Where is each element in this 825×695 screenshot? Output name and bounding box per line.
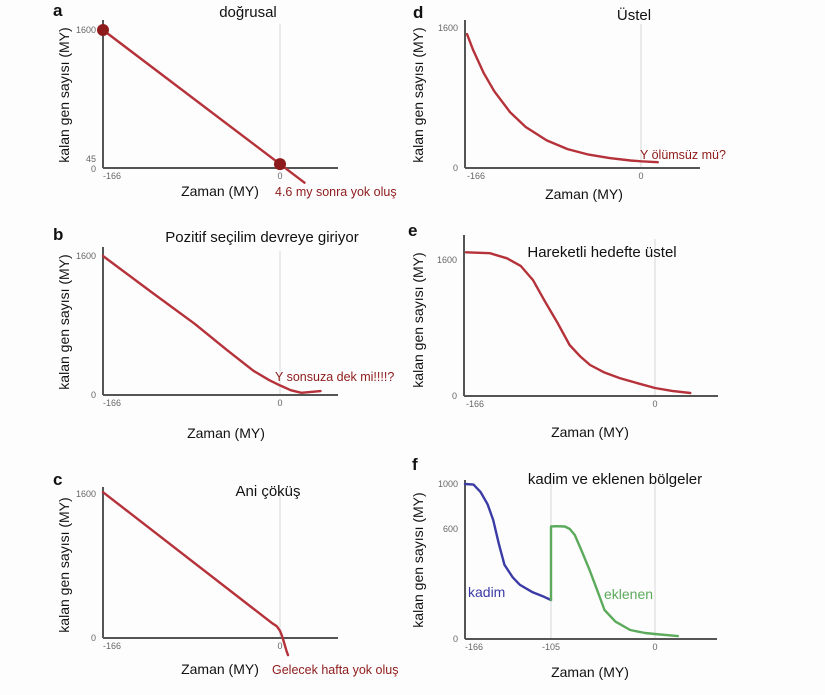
y-axis-label: kalan gen sayısı (MY) [56, 27, 72, 162]
x-tick-label: -166 [467, 171, 485, 181]
eklenen-line [549, 525, 679, 638]
y-axis-label: kalan gen sayısı (MY) [410, 492, 426, 627]
series-label-kadim: kadim [468, 584, 505, 600]
x-tick-label: 0 [652, 399, 657, 409]
annotation: Y ölümsüz mü? [640, 148, 726, 162]
y-axis-label: kalan gen sayısı (MY) [410, 27, 426, 162]
x-tick-label: -105 [542, 642, 560, 652]
x-tick-label: 0 [277, 398, 282, 408]
y-tick-label: 0 [91, 633, 96, 643]
y-tick-label: 0 [91, 390, 96, 400]
series-label-eklenen: eklenen [604, 586, 653, 602]
x-tick-label: -166 [465, 642, 483, 652]
x-axis-label: Zaman (MY) [545, 186, 623, 202]
y-tick-label: 0 [452, 391, 457, 401]
y-tick-label: 1600 [438, 23, 458, 33]
data-point-marker [274, 158, 286, 171]
data-point-marker [97, 24, 109, 36]
series-line [464, 251, 692, 395]
x-tick-label: 0 [277, 171, 282, 181]
x-tick-label: 0 [277, 641, 282, 651]
panel-letter: c [53, 470, 62, 489]
kadim-line [463, 482, 553, 602]
y-tick-label: 600 [443, 524, 458, 534]
x-tick-label: 0 [638, 171, 643, 181]
series-line [101, 491, 290, 657]
panel-letter: b [53, 225, 63, 244]
panel-d: -166 0 0 1600 d Üstel kalan gen sayısı (MY) Zam… [410, 3, 726, 202]
panel-b: -166 0 0 1600 b Pozitif seçilim devreye giriy… [53, 225, 394, 441]
panel-c: -166 0 0 1600 c Ani çöküş kalan gen sayısı (MY… [53, 470, 398, 677]
panel-title: Ani çöküş [235, 483, 300, 500]
y-tick-label: 1000 [438, 479, 458, 489]
y-tick-label: 1600 [76, 489, 96, 499]
panel-title: Hareketli hedefte üstel [527, 244, 676, 261]
panel-letter: e [408, 221, 417, 240]
panel-title: Üstel [617, 6, 651, 24]
annotation: Gelecek hafta yok oluş [272, 663, 398, 677]
series-line [101, 28, 306, 184]
panel-title: Pozitif seçilim devreye giriyor [165, 229, 358, 246]
annotation: 4.6 my sonra yok oluş [275, 185, 397, 199]
panel-e: -166 0 0 1600 e Hareketli hedefte üstel kalan … [408, 221, 718, 440]
panel-title: kadim ve eklenen bölgeler [528, 471, 702, 488]
annotation: Y sonsuza dek mi!!!!? [275, 370, 394, 384]
series-line [101, 254, 322, 394]
y-tick-label: 0 [453, 634, 458, 644]
y-tick-label: 0 [453, 163, 458, 173]
series-line [465, 32, 659, 164]
y-tick-label: 1600 [437, 255, 457, 265]
y-axis-label: kalan gen sayısı (MY) [410, 252, 426, 387]
x-axis-label: Zaman (MY) [551, 664, 629, 680]
panel-letter: d [413, 3, 423, 22]
panel-f: -166 -105 0 0 600 1000 kadim eklenen f kadim ve e… [410, 455, 717, 680]
x-axis-label: Zaman (MY) [181, 183, 259, 199]
x-tick-label: -166 [103, 171, 121, 181]
x-axis-label: Zaman (MY) [181, 661, 259, 677]
x-tick-label: -166 [103, 641, 121, 651]
panel-title: doğrusal [219, 4, 277, 21]
y-tick-label: 0 [91, 164, 96, 174]
x-axis-label: Zaman (MY) [551, 424, 629, 440]
y-tick-label: 1600 [76, 25, 96, 35]
x-tick-label: -166 [466, 399, 484, 409]
y-axis-label: kalan gen sayısı (MY) [56, 254, 72, 389]
y-tick-label: 1600 [76, 251, 96, 261]
panel-letter: a [53, 1, 63, 20]
x-tick-label: -166 [103, 398, 121, 408]
panel-letter: f [412, 455, 418, 474]
x-tick-label: 0 [652, 642, 657, 652]
y-tick-label: 45 [86, 154, 96, 164]
y-axis-label: kalan gen sayısı (MY) [56, 497, 72, 632]
x-axis-label: Zaman (MY) [187, 425, 265, 441]
